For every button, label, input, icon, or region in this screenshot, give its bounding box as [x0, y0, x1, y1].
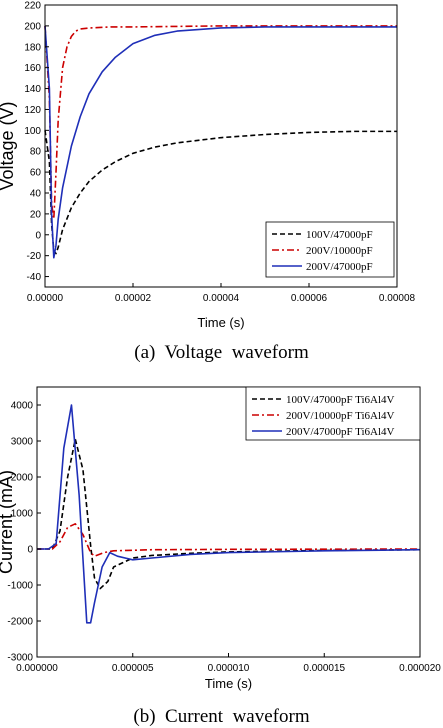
voltage-figure: 0.00000 0.00002 0.00004 0.00006 0.00008 -40 -2…: [0, 1, 416, 364]
voltage-x-tick-label: 0.00008: [379, 293, 416, 304]
current-y-tick-label: 0: [27, 545, 33, 556]
voltage-x-tick-label: 0.00006: [291, 293, 328, 304]
current-series-line-1: [37, 438, 421, 590]
current-y-tick-label: -3000: [7, 653, 33, 664]
voltage-x-tick-label: 0.00000: [27, 293, 64, 304]
current-y-tick-label: 1000: [11, 509, 34, 520]
current-series-line-3: [37, 404, 421, 624]
current-x-tick-label: 0.000015: [303, 663, 345, 674]
current-caption: (b) Current waveform: [133, 706, 310, 727]
current-chart: 0.000000 0.000005 0.000010 0.000015 0.000020…: [0, 386, 441, 691]
voltage-y-tick-label: 0: [35, 230, 41, 241]
current-x-tick-label: 0.000005: [112, 663, 154, 674]
current-y-tick-label: 3000: [11, 437, 34, 448]
voltage-y-tick-label: 140: [24, 84, 41, 95]
voltage-y-tick-label: 120: [24, 105, 41, 116]
voltage-y-tick-label: 180: [24, 42, 41, 53]
current-y-tick-label: -2000: [7, 617, 33, 628]
current-x-axis-title: Time (s): [205, 676, 252, 691]
voltage-chart: 0.00000 0.00002 0.00004 0.00006 0.00008 -40 -2…: [0, 1, 416, 331]
current-x-tick-label: 0.000000: [16, 663, 58, 674]
voltage-caption: (a) Voltage waveform: [134, 342, 309, 363]
voltage-y-tick-label: 40: [30, 189, 42, 200]
voltage-legend-label: 200V/47000pF: [306, 261, 373, 273]
voltage-y-tick-label: 200: [24, 21, 41, 32]
voltage-y-axis-title: Voltage (V): [0, 101, 17, 190]
voltage-x-axis-title: Time (s): [197, 315, 244, 330]
voltage-series-line-2: [44, 25, 397, 220]
voltage-x-tick-label: 0.00004: [203, 293, 240, 304]
voltage-legend-label: 100V/47000pF: [306, 229, 373, 241]
current-y-tick-label: 4000: [11, 401, 34, 412]
voltage-x-tick-label: 0.00002: [115, 293, 152, 304]
voltage-y-tick-label: -20: [27, 251, 42, 262]
voltage-y-tick-label: 60: [30, 168, 42, 179]
current-series-line-2: [37, 523, 421, 557]
current-y-axis-title: Current (mA): [0, 470, 16, 574]
voltage-series-line-3: [44, 25, 397, 259]
voltage-y-tick-label: -40: [27, 272, 42, 283]
current-figure: 0.000000 0.000005 0.000010 0.000015 0.000020…: [0, 370, 443, 728]
voltage-y-tick-label: 80: [30, 147, 42, 158]
current-legend-label: 100V/47000pF Ti6Al4V: [286, 394, 395, 406]
voltage-y-tick-label: 20: [30, 209, 42, 220]
current-legend-label: 200V/47000pF Ti6Al4V: [286, 426, 395, 438]
current-x-tick-label: 0.000010: [208, 663, 250, 674]
voltage-y-tick-label: 100: [24, 126, 41, 137]
current-y-tick-label: -1000: [7, 581, 33, 592]
voltage-legend-label: 200V/10000pF: [306, 245, 373, 257]
voltage-y-tick-label: 160: [24, 63, 41, 74]
current-x-tick-label: 0.000020: [399, 663, 441, 674]
current-legend-label: 200V/10000pF Ti6Al4V: [286, 410, 395, 422]
voltage-y-tick-label: 220: [24, 1, 41, 12]
current-y-tick-label: 2000: [11, 473, 34, 484]
